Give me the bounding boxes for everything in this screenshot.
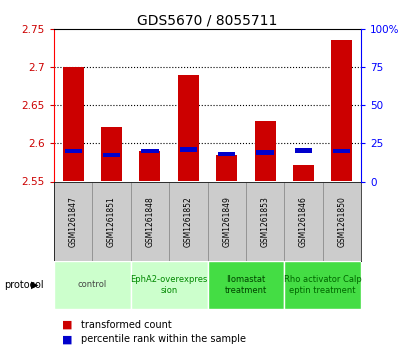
- Text: ▶: ▶: [31, 280, 39, 290]
- Bar: [333, 149, 351, 153]
- Text: GSM1261848: GSM1261848: [145, 196, 154, 247]
- Bar: [246, 182, 284, 261]
- Bar: [93, 182, 131, 261]
- Bar: [54, 261, 131, 309]
- Bar: [216, 155, 237, 182]
- Bar: [180, 147, 197, 152]
- Title: GDS5670 / 8055711: GDS5670 / 8055711: [137, 14, 278, 28]
- Text: Ilomastat
treatment: Ilomastat treatment: [225, 275, 267, 295]
- Text: percentile rank within the sample: percentile rank within the sample: [81, 334, 246, 344]
- Text: GSM1261849: GSM1261849: [222, 196, 231, 247]
- Bar: [141, 149, 159, 153]
- Text: GSM1261852: GSM1261852: [184, 196, 193, 247]
- Bar: [103, 152, 120, 157]
- Bar: [295, 148, 312, 152]
- Text: transformed count: transformed count: [81, 320, 172, 330]
- Bar: [131, 261, 208, 309]
- Bar: [208, 261, 284, 309]
- Bar: [178, 75, 199, 182]
- Text: EphA2-overexpres
sion: EphA2-overexpres sion: [130, 275, 208, 295]
- Text: GSM1261851: GSM1261851: [107, 196, 116, 247]
- Bar: [254, 121, 276, 182]
- Text: control: control: [78, 281, 107, 289]
- Bar: [284, 182, 323, 261]
- Text: protocol: protocol: [4, 280, 44, 290]
- Text: ■: ■: [62, 334, 73, 344]
- Bar: [218, 152, 235, 156]
- Bar: [284, 261, 361, 309]
- Text: GSM1261846: GSM1261846: [299, 196, 308, 247]
- Bar: [54, 182, 92, 261]
- Text: GSM1261850: GSM1261850: [337, 196, 347, 247]
- Bar: [323, 182, 361, 261]
- Bar: [101, 127, 122, 182]
- Bar: [331, 40, 352, 182]
- Text: Rho activator Calp
eptin treatment: Rho activator Calp eptin treatment: [284, 275, 361, 295]
- Bar: [63, 67, 84, 182]
- Text: GSM1261853: GSM1261853: [261, 196, 270, 247]
- Bar: [256, 150, 274, 155]
- Text: GSM1261847: GSM1261847: [68, 196, 78, 247]
- Bar: [139, 151, 161, 182]
- Bar: [64, 149, 82, 153]
- Bar: [131, 182, 169, 261]
- Text: ■: ■: [62, 320, 73, 330]
- Bar: [293, 165, 314, 182]
- Bar: [208, 182, 246, 261]
- Bar: [169, 182, 208, 261]
